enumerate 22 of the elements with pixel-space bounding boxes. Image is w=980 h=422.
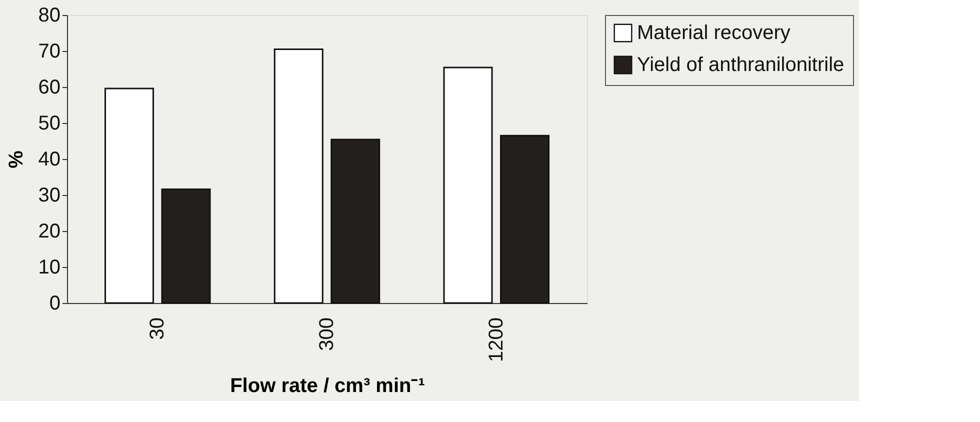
y-tick-label: 0	[49, 292, 60, 314]
y-tick-label: 10	[38, 256, 60, 278]
bar	[161, 188, 211, 304]
y-tick-label: 40	[38, 148, 60, 170]
bar	[104, 88, 154, 304]
bar	[500, 134, 550, 304]
y-tick-label: 70	[38, 40, 60, 62]
bar	[330, 138, 380, 304]
y-tick-label: 60	[38, 76, 60, 98]
y-tick-label: 50	[38, 112, 60, 134]
y-tick-label: 30	[38, 184, 60, 206]
bar	[274, 48, 324, 304]
y-tick-label: 80	[38, 4, 60, 26]
bar	[443, 66, 493, 304]
x-tick-label: 30	[146, 318, 169, 340]
x-axis-title: Flow rate / cm³ min⁻¹	[230, 374, 426, 397]
x-tick-label: 300	[316, 318, 338, 351]
y-tick-label: 20	[38, 220, 60, 242]
y-axis-title: %	[5, 150, 28, 168]
legend-label: Yield of anthranilonitrile	[637, 54, 844, 76]
legend-label: Material recovery	[637, 22, 790, 44]
x-tick-label: 1200	[485, 318, 508, 362]
